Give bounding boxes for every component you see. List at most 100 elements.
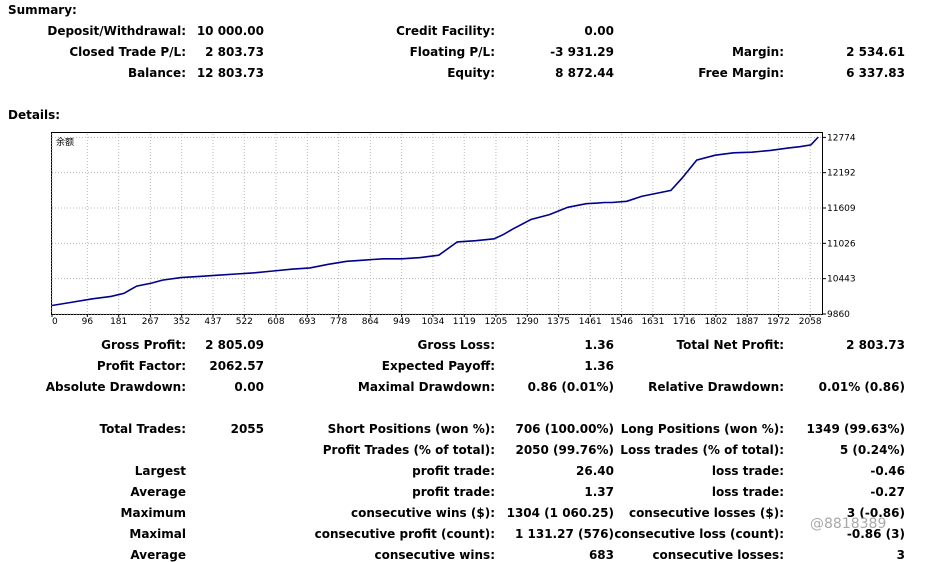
x-tick-label: 522 xyxy=(236,317,253,327)
average-profit-value: 1.37 xyxy=(584,485,614,499)
largest-profit-label: profit trade: xyxy=(412,464,495,478)
maximal-consecutive-loss-label: consecutive loss (count): xyxy=(614,527,784,541)
y-tick-label: 10443 xyxy=(827,275,856,285)
balance-chart xyxy=(51,132,823,315)
credit-value: 0.00 xyxy=(584,24,614,38)
x-tick-label: 1716 xyxy=(673,317,696,327)
floating-pl-value: -3 931.29 xyxy=(550,45,614,59)
profit-factor-label: Profit Factor: xyxy=(96,359,186,373)
maximal-drawdown-label: Maximal Drawdown: xyxy=(357,380,495,394)
max-consecutive-losses-label: consecutive losses ($): xyxy=(628,506,784,520)
maximal-consecutive-profit-label: consecutive profit (count): xyxy=(314,527,495,541)
x-tick-label: 96 xyxy=(82,317,94,327)
total-net-profit-label: Total Net Profit: xyxy=(676,338,784,352)
absolute-drawdown-value: 0.00 xyxy=(234,380,264,394)
y-tick-label: 11609 xyxy=(827,204,856,214)
balance-label: Balance: xyxy=(127,66,186,80)
x-tick-label: 0 xyxy=(52,317,58,327)
relative-drawdown-label: Relative Drawdown: xyxy=(648,380,784,394)
largest-label: Largest xyxy=(134,464,186,478)
x-tick-label: 1119 xyxy=(453,317,476,327)
profit-trades-value: 2050 (99.76%) xyxy=(515,443,614,457)
free-margin-value: 6 337.83 xyxy=(846,66,905,80)
long-positions-value: 1349 (99.63%) xyxy=(806,422,905,436)
profit-factor-value: 2062.57 xyxy=(209,359,264,373)
x-tick-label: 181 xyxy=(110,317,127,327)
gross-loss-value: 1.36 xyxy=(584,338,614,352)
x-tick-label: 949 xyxy=(393,317,410,327)
average-label: Average xyxy=(130,485,186,499)
y-tick-label: 11026 xyxy=(827,239,856,249)
avg-consecutive-losses-label: consecutive losses: xyxy=(652,548,784,562)
x-tick-label: 1972 xyxy=(767,317,790,327)
x-tick-label: 608 xyxy=(267,317,284,327)
max-consecutive-wins-value: 1304 (1 060.25) xyxy=(506,506,614,520)
x-tick-label: 437 xyxy=(204,317,221,327)
largest-loss-label: loss trade: xyxy=(711,464,784,478)
x-tick-label: 693 xyxy=(299,317,316,327)
loss-trades-label: Loss trades (% of total): xyxy=(620,443,784,457)
average-profit-label: profit trade: xyxy=(412,485,495,499)
x-tick-label: 1802 xyxy=(704,317,727,327)
watermark: @8818389 xyxy=(810,516,887,532)
absolute-drawdown-label: Absolute Drawdown: xyxy=(45,380,186,394)
y-tick-label: 12192 xyxy=(827,169,856,179)
maximal-drawdown-value: 0.86 (0.01%) xyxy=(527,380,614,394)
maximal-label: Maximal xyxy=(129,527,186,541)
details-heading: Details: xyxy=(8,108,61,122)
x-tick-label: 1461 xyxy=(579,317,602,327)
short-positions-value: 706 (100.00%) xyxy=(515,422,614,436)
x-tick-label: 778 xyxy=(330,317,347,327)
margin-label: Margin: xyxy=(731,45,784,59)
average-loss-label: loss trade: xyxy=(711,485,784,499)
average2-label: Average xyxy=(130,548,186,562)
x-tick-label: 352 xyxy=(173,317,190,327)
gross-loss-label: Gross Loss: xyxy=(417,338,495,352)
closed-pl-value: 2 803.73 xyxy=(205,45,264,59)
y-tick-label: 9860 xyxy=(827,310,850,320)
expected-payoff-value: 1.36 xyxy=(584,359,614,373)
equity-value: 8 872.44 xyxy=(555,66,614,80)
x-tick-label: 1034 xyxy=(421,317,444,327)
x-tick-label: 1375 xyxy=(547,317,570,327)
largest-loss-value: -0.46 xyxy=(870,464,905,478)
avg-consecutive-wins-value: 683 xyxy=(588,548,614,562)
balance-value: 12 803.73 xyxy=(196,66,264,80)
gross-profit-label: Gross Profit: xyxy=(101,338,186,352)
closed-pl-label: Closed Trade P/L: xyxy=(69,45,186,59)
summary-heading: Summary: xyxy=(8,3,77,17)
x-tick-label: 1887 xyxy=(736,317,759,327)
deposit-value: 10 000.00 xyxy=(196,24,264,38)
y-tick-label: 12774 xyxy=(827,133,856,143)
expected-payoff-label: Expected Payoff: xyxy=(381,359,495,373)
x-tick-label: 1546 xyxy=(610,317,633,327)
floating-pl-label: Floating P/L: xyxy=(409,45,495,59)
avg-consecutive-losses-value: 3 xyxy=(896,548,905,562)
total-trades-label: Total Trades: xyxy=(99,422,186,436)
x-tick-label: 1290 xyxy=(516,317,539,327)
x-tick-label: 864 xyxy=(362,317,379,327)
deposit-label: Deposit/Withdrawal: xyxy=(47,24,186,38)
credit-label: Credit Facility: xyxy=(396,24,495,38)
x-tick-label: 267 xyxy=(142,317,159,327)
maximal-consecutive-loss-value: -0.86 (3) xyxy=(846,527,905,541)
average-loss-value: -0.27 xyxy=(870,485,905,499)
total-net-profit-value: 2 803.73 xyxy=(846,338,905,352)
short-positions-label: Short Positions (won %): xyxy=(327,422,495,436)
free-margin-label: Free Margin: xyxy=(698,66,784,80)
loss-trades-value: 5 (0.24%) xyxy=(839,443,905,457)
max-consecutive-wins-label: consecutive wins ($): xyxy=(350,506,495,520)
relative-drawdown-value: 0.01% (0.86) xyxy=(818,380,905,394)
largest-profit-value: 26.40 xyxy=(576,464,614,478)
maximal-consecutive-profit-value: 1 131.27 (576) xyxy=(514,527,614,541)
chart-series-label: 余额 xyxy=(56,138,75,148)
gross-profit-value: 2 805.09 xyxy=(205,338,264,352)
maximum-label: Maximum xyxy=(120,506,186,520)
x-tick-label: 2058 xyxy=(799,317,822,327)
max-consecutive-losses-value: 3 (-0.86) xyxy=(846,506,905,520)
margin-value: 2 534.61 xyxy=(846,45,905,59)
x-tick-label: 1631 xyxy=(641,317,664,327)
long-positions-label: Long Positions (won %): xyxy=(620,422,784,436)
total-trades-value: 2055 xyxy=(230,422,264,436)
equity-label: Equity: xyxy=(447,66,495,80)
